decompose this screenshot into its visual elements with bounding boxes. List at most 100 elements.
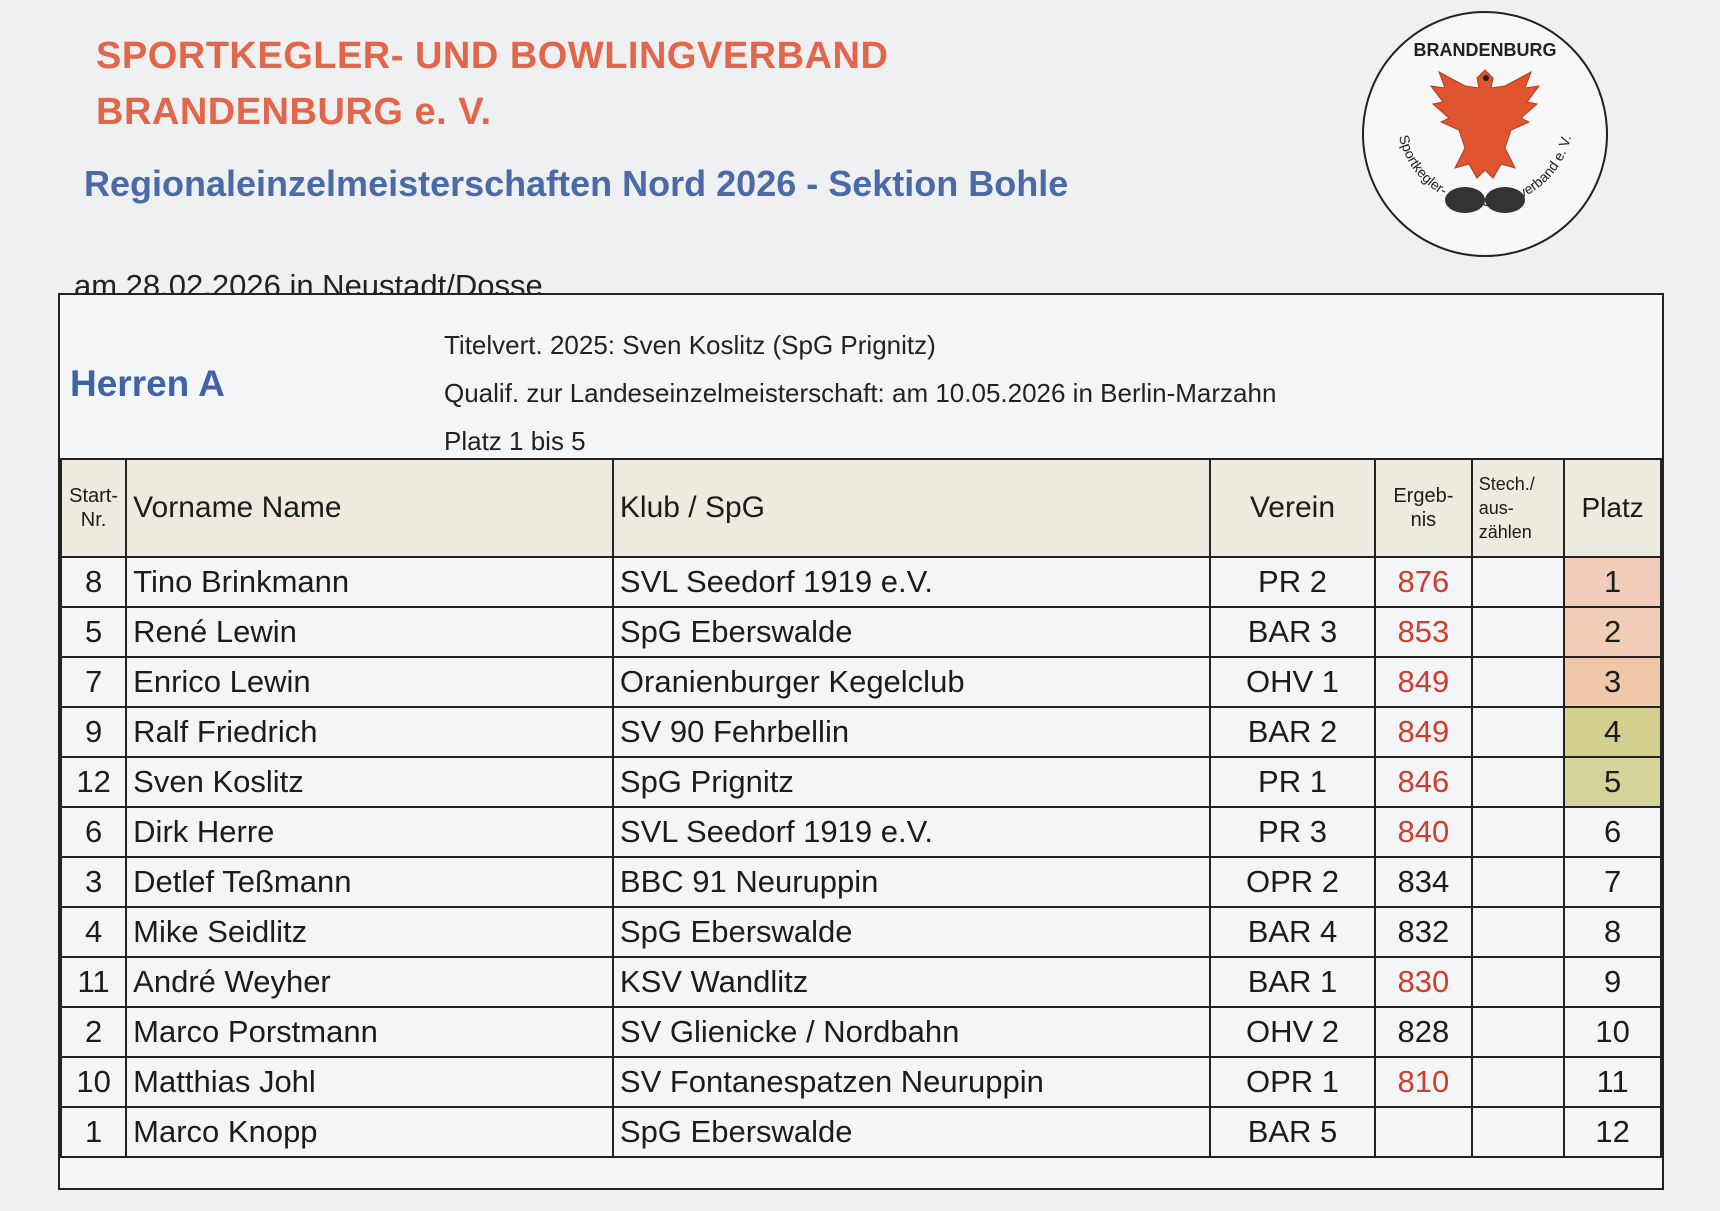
club-cell: BBC 91 Neuruppin xyxy=(611,856,1211,908)
club-cell: SVL Seedorf 1919 e.V. xyxy=(611,556,1211,608)
qualifying-places: Platz 1 bis 5 xyxy=(444,426,586,456)
result-cell: 876 xyxy=(1374,556,1473,608)
tiebreak-cell xyxy=(1470,956,1566,1008)
club-cell: SV Glienicke / Nordbahn xyxy=(611,1006,1211,1058)
result-cell: 834 xyxy=(1374,856,1473,908)
header-tiebreak-line-1: Stech./ xyxy=(1478,474,1535,494)
tiebreak-cell xyxy=(1470,656,1566,708)
name-cell: André Weyher xyxy=(125,956,614,1008)
verein-cell: BAR 1 xyxy=(1208,956,1377,1008)
result-cell: 810 xyxy=(1374,1056,1473,1108)
club-cell: SpG Eberswalde xyxy=(611,906,1211,958)
results-table: Start- Nr. Vorname Name Klub / SpG Verei… xyxy=(59,458,1662,1158)
place-cell: 1 xyxy=(1563,556,1662,608)
table-row: 8 Tino Brinkmann SVL Seedorf 1919 e.V. PR 2… xyxy=(59,556,1662,608)
result-cell: 828 xyxy=(1374,1006,1473,1058)
tiebreak-cell xyxy=(1470,856,1566,908)
place-cell: 4 xyxy=(1563,706,1662,758)
table-row: 12 Sven Koslitz SpG Prignitz PR 1 846 5 xyxy=(59,756,1662,808)
start-number-cell: 2 xyxy=(59,1006,128,1058)
table-row: 5 René Lewin SpG Eberswalde BAR 3 853 2 xyxy=(59,606,1662,658)
name-cell: Marco Porstmann xyxy=(125,1006,614,1058)
table-row: 1 Marco Knopp SpG Eberswalde BAR 5 12 xyxy=(59,1106,1662,1158)
tiebreak-cell xyxy=(1470,556,1566,608)
result-cell: 840 xyxy=(1374,806,1473,858)
header-verein: Verein xyxy=(1208,458,1377,558)
result-cell: 830 xyxy=(1374,956,1473,1008)
verein-cell: PR 1 xyxy=(1208,756,1377,808)
header-tiebreak: Stech./ aus- zählen xyxy=(1470,458,1566,558)
place-cell: 7 xyxy=(1563,856,1662,908)
table-row: 4 Mike Seidlitz SpG Eberswalde BAR 4 832 8 xyxy=(59,906,1662,958)
table-row: 3 Detlef Teßmann BBC 91 Neuruppin OPR 2 834 7 xyxy=(59,856,1662,908)
result-cell: 853 xyxy=(1374,606,1473,658)
tiebreak-cell xyxy=(1470,906,1566,958)
start-number-cell: 5 xyxy=(59,606,128,658)
header-start-number: Start- Nr. xyxy=(59,458,128,558)
header-start-line-2: Nr. xyxy=(80,509,107,531)
tiebreak-cell xyxy=(1470,806,1566,858)
header-result-line-2: nis xyxy=(1410,509,1437,531)
name-cell: René Lewin xyxy=(125,606,614,658)
verein-cell: BAR 3 xyxy=(1208,606,1377,658)
table-row: 10 Matthias Johl SV Fontanespatzen Neurupp… xyxy=(59,1056,1662,1108)
name-cell: Detlef Teßmann xyxy=(125,856,614,908)
verein-cell: OPR 1 xyxy=(1208,1056,1377,1108)
group-header: Herren A Titelvert. 2025: Sven Koslitz (… xyxy=(60,295,1662,458)
header-place: Platz xyxy=(1563,458,1662,558)
place-cell: 6 xyxy=(1563,806,1662,858)
name-cell: Marco Knopp xyxy=(125,1106,614,1158)
place-cell: 11 xyxy=(1563,1056,1662,1108)
header-club: Klub / SpG xyxy=(611,458,1211,558)
club-cell: KSV Wandlitz xyxy=(611,956,1211,1008)
defending-champion: Titelvert. 2025: Sven Koslitz (SpG Prign… xyxy=(444,330,936,360)
name-cell: Ralf Friedrich xyxy=(125,706,614,758)
start-number-cell: 11 xyxy=(59,956,128,1008)
verein-cell: OPR 2 xyxy=(1208,856,1377,908)
verein-cell: OHV 2 xyxy=(1208,1006,1377,1058)
result-cell: 849 xyxy=(1374,706,1473,758)
place-cell: 8 xyxy=(1563,906,1662,958)
header-tiebreak-line-3: zählen xyxy=(1478,522,1532,542)
eagle-icon xyxy=(1429,69,1541,179)
club-cell: SpG Eberswalde xyxy=(611,606,1211,658)
verein-cell: OHV 1 xyxy=(1208,656,1377,708)
start-number-cell: 4 xyxy=(59,906,128,958)
place-cell: 5 xyxy=(1563,756,1662,808)
results-body: 8 Tino Brinkmann SVL Seedorf 1919 e.V. PR 2… xyxy=(59,556,1662,1158)
table-row: 6 Dirk Herre SVL Seedorf 1919 e.V. PR 3 840 6 xyxy=(59,806,1662,858)
table-row: 9 Ralf Friedrich SV 90 Fehrbellin BAR 2 849 4 xyxy=(59,706,1662,758)
group-title: Herren A xyxy=(70,363,225,404)
place-cell: 12 xyxy=(1563,1106,1662,1158)
name-cell: Dirk Herre xyxy=(125,806,614,858)
name-cell: Enrico Lewin xyxy=(125,656,614,708)
header-start-line-1: Start- xyxy=(69,485,119,507)
header-result: Ergeb- nis xyxy=(1374,458,1473,558)
name-cell: Sven Koslitz xyxy=(125,756,614,808)
club-cell: SVL Seedorf 1919 e.V. xyxy=(611,806,1211,858)
club-cell: SpG Prignitz xyxy=(611,756,1211,808)
result-cell: 832 xyxy=(1374,906,1473,958)
verein-cell: PR 2 xyxy=(1208,556,1377,608)
start-number-cell: 1 xyxy=(59,1106,128,1158)
verein-cell: BAR 4 xyxy=(1208,906,1377,958)
result-cell: 849 xyxy=(1374,656,1473,708)
tiebreak-cell xyxy=(1470,606,1566,658)
place-cell: 2 xyxy=(1563,606,1662,658)
place-cell: 9 xyxy=(1563,956,1662,1008)
organization-line-2: BRANDENBURG e. V. xyxy=(96,91,492,133)
table-row: 2 Marco Porstmann SV Glienicke / Nordbahn O… xyxy=(59,1006,1662,1058)
header-result-line-1: Ergeb- xyxy=(1393,485,1454,507)
name-cell: Tino Brinkmann xyxy=(125,556,614,608)
results-sheet: Herren A Titelvert. 2025: Sven Koslitz (… xyxy=(58,293,1664,1190)
organization-line-1: SPORTKEGLER- UND BOWLINGVERBAND xyxy=(96,35,889,77)
name-cell: Mike Seidlitz xyxy=(125,906,614,958)
start-number-cell: 12 xyxy=(59,756,128,808)
logo-top-text: BRANDENBURG xyxy=(1414,40,1557,60)
tiebreak-cell xyxy=(1470,1056,1566,1108)
table-row: 7 Enrico Lewin Oranienburger Kegelclub OHV … xyxy=(59,656,1662,708)
name-cell: Matthias Johl xyxy=(125,1056,614,1108)
place-cell: 3 xyxy=(1563,656,1662,708)
association-logo: BRANDENBURG Sportkegler- und Bowlingverb… xyxy=(1362,11,1608,257)
verein-cell: BAR 2 xyxy=(1208,706,1377,758)
